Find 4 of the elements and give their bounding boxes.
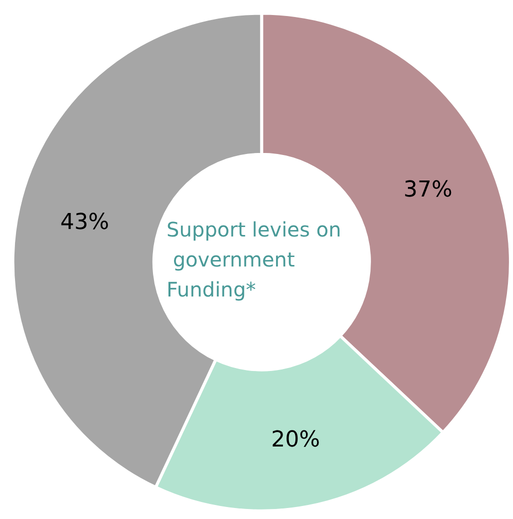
text: Support levies on government Funding* bbox=[166, 218, 342, 302]
data-label: 20% bbox=[271, 428, 320, 453]
data-label: 43% bbox=[60, 210, 110, 236]
data-label: 37% bbox=[404, 178, 452, 203]
